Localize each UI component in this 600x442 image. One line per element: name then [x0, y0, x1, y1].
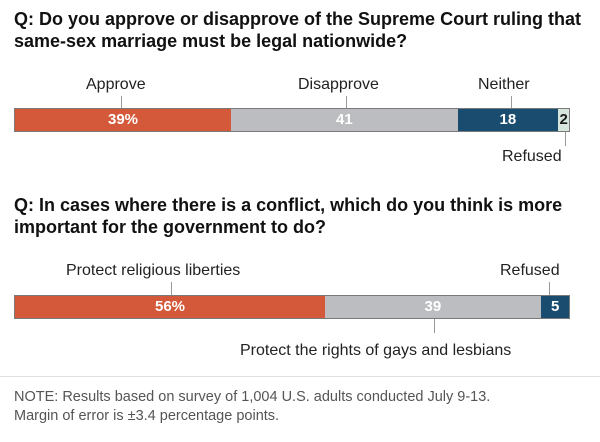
- seg-approve-value: 39%: [108, 111, 139, 128]
- label-refused-2: Refused: [500, 262, 560, 279]
- tick-neither: [511, 96, 512, 108]
- chart-2-stacked-bar: 56% 39 5: [14, 295, 570, 319]
- label-approve: Approve: [86, 76, 146, 93]
- survey-note: NOTE: Results based on survey of 1,004 U…: [14, 388, 490, 426]
- seg-approve: [15, 109, 231, 131]
- label-gays-lesbians: Protect the rights of gays and lesbians: [240, 342, 512, 359]
- tick-refused-2: [549, 282, 550, 295]
- question-2-title: Q: In cases where there is a conflict, w…: [14, 195, 563, 237]
- label-neither: Neither: [478, 76, 530, 93]
- tick-religious-liberties: [171, 282, 172, 295]
- seg-refused: [558, 109, 569, 131]
- seg-gays-lesbians: [325, 296, 541, 318]
- label-religious-liberties: Protect religious liberties: [66, 262, 241, 279]
- tick-gays-lesbians: [434, 319, 435, 333]
- seg-neither: [458, 109, 558, 131]
- seg-disapprove-value: 41: [336, 111, 353, 128]
- seg-religious-liberties-value: 56%: [155, 298, 186, 315]
- seg-gays-lesbians-value: 39: [424, 298, 442, 315]
- seg-refused-value: 5: [551, 298, 560, 315]
- tick-approve: [121, 96, 122, 108]
- seg-disapprove: [231, 109, 458, 131]
- seg-refused: [541, 296, 569, 318]
- seg-neither-value: 18: [499, 111, 517, 128]
- seg-religious-liberties: [15, 296, 325, 318]
- question-1-title: Q: Do you approve or disapprove of the S…: [14, 9, 582, 51]
- chart-1-stacked-bar: 39% 41 18 2: [14, 108, 570, 132]
- note-divider: [0, 376, 600, 377]
- tick-refused-1: [565, 132, 566, 146]
- note-line-1: NOTE: Results based on survey of 1,004 U…: [14, 389, 491, 405]
- note-line-2: Margin of error is ±3.4 percentage point…: [14, 408, 280, 424]
- seg-refused-value: 2: [559, 111, 568, 128]
- label-refused-1: Refused: [502, 148, 562, 165]
- tick-disapprove: [346, 96, 347, 108]
- label-disapprove: Disapprove: [298, 76, 379, 93]
